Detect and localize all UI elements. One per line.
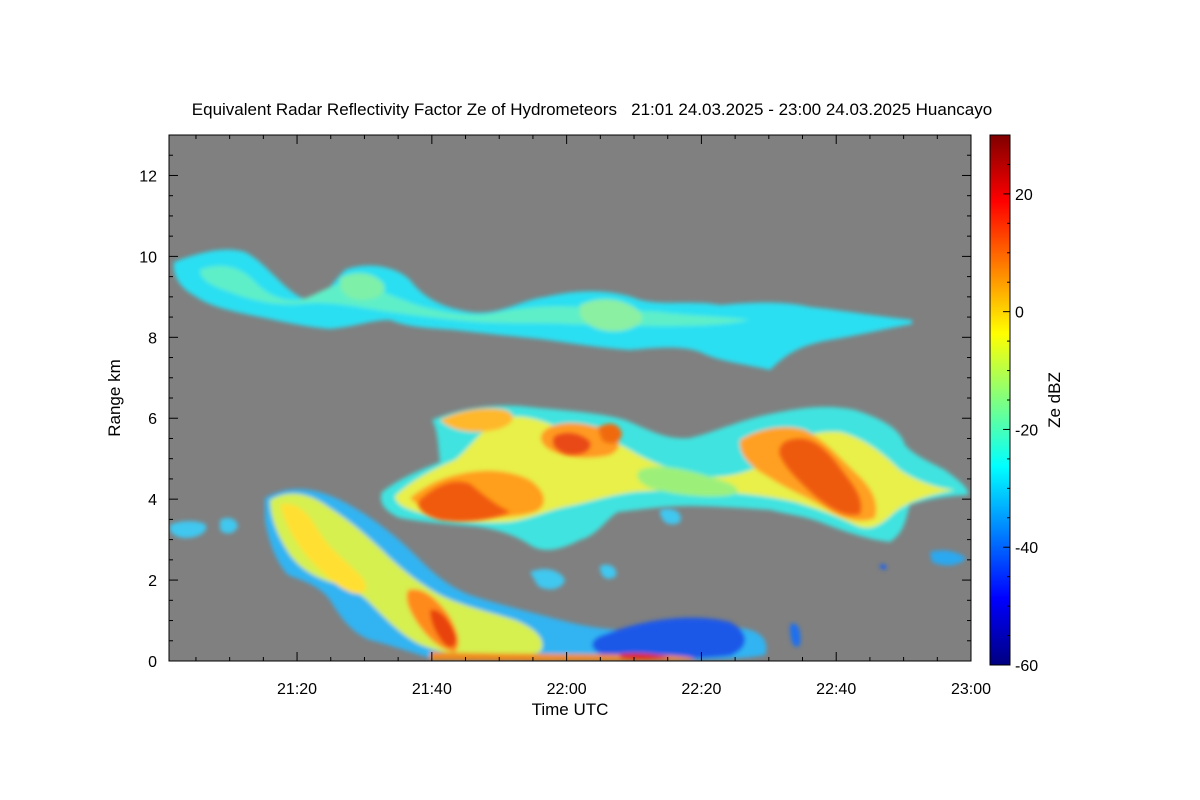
y-tick-label: 6 — [148, 411, 157, 428]
x-axis: 21:20 21:40 22:00 22:20 22:40 23:00 — [195, 135, 991, 698]
x-tick-label: 22:40 — [816, 681, 856, 698]
y-axis: 0 2 4 6 8 10 12 — [139, 134, 971, 671]
x-axis-label: Time UTC — [532, 700, 609, 719]
reflectivity-field — [169, 249, 969, 661]
x-tick-label: 23:00 — [951, 681, 991, 698]
y-axis-label: Range km — [105, 359, 124, 436]
y-tick-label: 8 — [148, 330, 157, 347]
x-tick-label: 21:20 — [277, 681, 317, 698]
colorbar-tick-label: 0 — [1015, 305, 1024, 322]
y-tick-label: 0 — [148, 654, 157, 671]
colorbar-tick-label: 20 — [1015, 187, 1033, 204]
x-tick-label: 21:40 — [412, 681, 452, 698]
colorbar-axis: -60 -40 -20 0 20 — [1003, 134, 1038, 675]
chart-title: Equivalent Radar Reflectivity Factor Ze … — [192, 100, 992, 119]
colorbar-label: Ze dBZ — [1045, 372, 1064, 428]
colorbar-tick-label: -60 — [1015, 658, 1038, 675]
x-tick-label: 22:20 — [681, 681, 721, 698]
x-tick-label: 22:00 — [547, 681, 587, 698]
colorbar-tick-label: -40 — [1015, 540, 1038, 557]
plot-background — [169, 135, 971, 661]
y-tick-label: 4 — [148, 492, 157, 509]
y-tick-label: 2 — [148, 573, 157, 590]
y-tick-label: 10 — [139, 249, 157, 266]
colorbar-tick-label: -20 — [1015, 422, 1038, 439]
y-tick-label: 12 — [139, 168, 157, 185]
